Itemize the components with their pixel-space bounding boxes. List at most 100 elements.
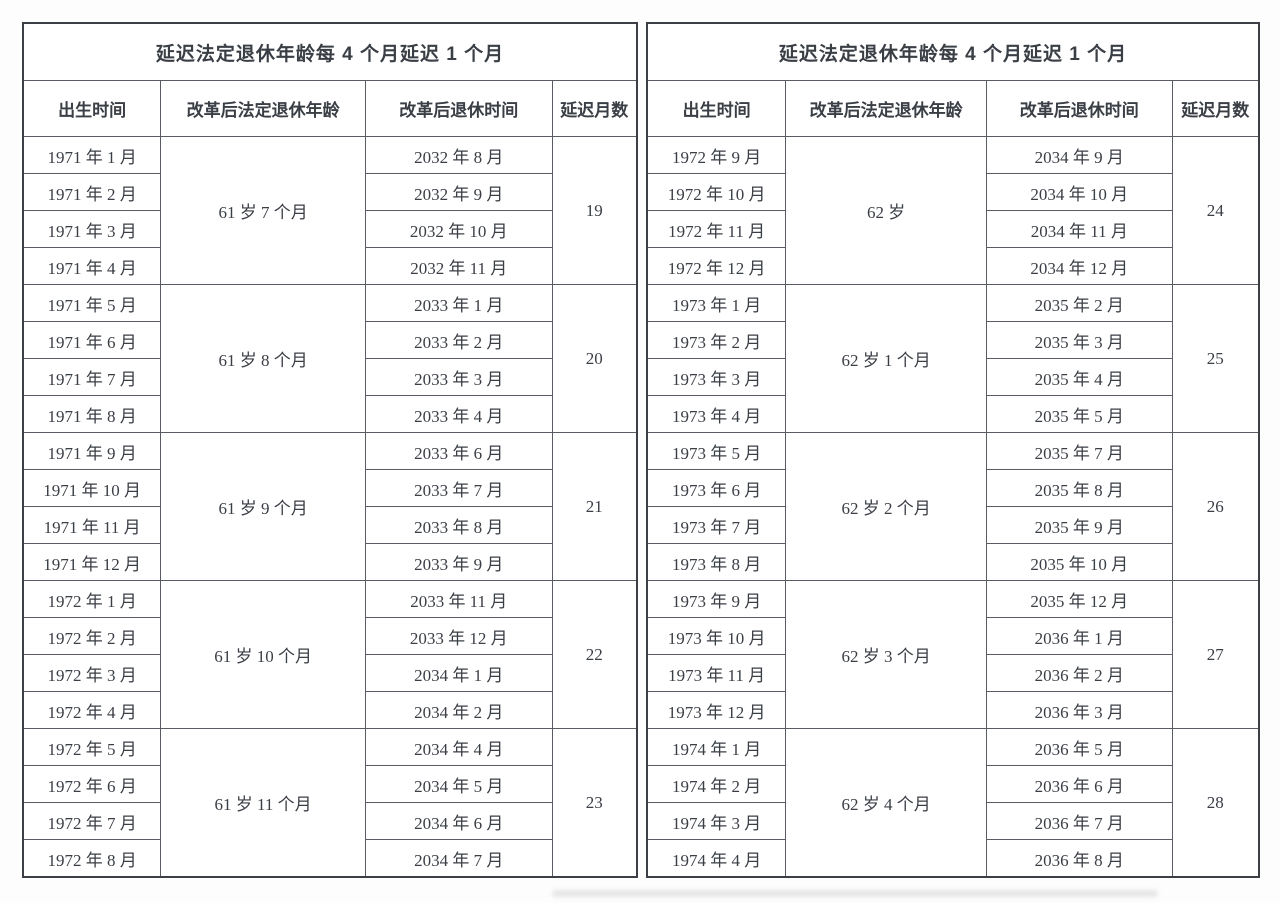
table-row: 1974 年 4 月 2036 年 8 月 [646,839,1259,878]
column-header-3: 延迟月数 [551,80,638,137]
table-row: 1972 年 8 月 2034 年 7 月 [22,839,637,878]
statutory-age-cell: 62 岁 4 个月 [785,728,987,878]
retire-date-cell: 2033 年 7 月 [364,469,553,507]
statutory-age-cell: 62 岁 2 个月 [785,432,987,581]
birth-date-cell: 1974 年 2 月 [646,765,787,803]
table-row: 1971 年 8 月 2033 年 4 月 [22,395,637,433]
birth-date-cell: 1973 年 3 月 [646,358,787,396]
birth-date-cell: 1971 年 8 月 [22,395,162,433]
table-row: 1971 年 5 月 61 岁 8 个月 2033 年 1 月 20 [22,284,638,433]
retire-date-cell: 2035 年 7 月 [985,432,1173,470]
birth-date-cell: 1973 年 10 月 [646,617,787,655]
retire-date-cell: 2034 年 2 月 [364,691,553,729]
birth-date-cell: 1972 年 2 月 [22,617,162,655]
birth-date-cell: 1972 年 7 月 [22,802,162,840]
delay-months-cell: 22 [551,580,638,729]
birth-date-cell: 1971 年 7 月 [22,358,162,396]
table-row: 1971 年 12 月 2033 年 9 月 [22,543,637,581]
table-row: 1971 年 2 月 2032 年 9 月 [22,173,637,211]
retirement-table-right: 延迟法定退休年龄每 4 个月延迟 1 个月 出生时间 改革后法定退休年龄 改革后退休时… [646,22,1260,878]
table-row: 1971 年 1 月 61 岁 7 个月 2032 年 8 月 19 [22,136,638,285]
table-row: 1971 年 6 月 2033 年 2 月 [22,321,637,359]
table-row: 1971 年 9 月 61 岁 9 个月 2033 年 6 月 21 [22,432,638,581]
retire-date-cell: 2033 年 1 月 [364,284,553,322]
retire-date-cell: 2032 年 8 月 [364,136,553,174]
birth-date-cell: 1971 年 2 月 [22,173,162,211]
retire-date-cell: 2035 年 9 月 [985,506,1173,544]
birth-date-cell: 1972 年 11 月 [646,210,787,248]
birth-date-cell: 1974 年 1 月 [646,728,787,766]
retire-date-cell: 2033 年 12 月 [364,617,553,655]
table-row: 1971 年 7 月 2033 年 3 月 [22,358,637,396]
birth-date-cell: 1972 年 9 月 [646,136,787,174]
birth-date-cell: 1971 年 11 月 [22,506,162,544]
retire-date-cell: 2032 年 11 月 [364,247,553,285]
table-row: 1973 年 6 月 2035 年 8 月 [646,469,1259,507]
table-row: 1973 年 7 月 2035 年 9 月 [646,506,1259,544]
table-row: 1972 年 6 月 2034 年 5 月 [22,765,637,803]
retire-date-cell: 2033 年 3 月 [364,358,553,396]
birth-date-cell: 1972 年 10 月 [646,173,787,211]
table-row: 1974 年 2 月 2036 年 6 月 [646,765,1259,803]
delay-months-cell: 24 [1171,136,1260,285]
table-row: 1971 年 4 月 2032 年 11 月 [22,247,637,285]
statutory-age-cell: 61 岁 9 个月 [160,432,366,581]
birth-date-cell: 1972 年 4 月 [22,691,162,729]
delay-months-cell: 25 [1171,284,1260,433]
birth-date-cell: 1972 年 6 月 [22,765,162,803]
statutory-age-cell: 61 岁 10 个月 [160,580,366,729]
birth-date-cell: 1971 年 5 月 [22,284,162,322]
table-row: 1973 年 5 月 62 岁 2 个月 2035 年 7 月 26 [646,432,1260,581]
table-row: 1972 年 5 月 61 岁 11 个月 2034 年 4 月 23 [22,728,638,878]
statutory-age-cell: 62 岁 1 个月 [785,284,987,433]
retire-date-cell: 2036 年 5 月 [985,728,1173,766]
column-header-0: 出生时间 [646,80,787,137]
column-header-2: 改革后退休时间 [364,80,553,137]
table-row: 1973 年 9 月 62 岁 3 个月 2035 年 12 月 27 [646,580,1260,729]
birth-date-cell: 1974 年 4 月 [646,839,787,878]
table-row: 1973 年 1 月 62 岁 1 个月 2035 年 2 月 25 [646,284,1260,433]
retire-date-cell: 2034 年 12 月 [985,247,1173,285]
delay-months-cell: 20 [551,284,638,433]
delay-months-cell: 26 [1171,432,1260,581]
birth-date-cell: 1971 年 4 月 [22,247,162,285]
retirement-table-left: 延迟法定退休年龄每 4 个月延迟 1 个月 出生时间 改革后法定退休年龄 改革后退休时… [22,22,638,878]
statutory-age-cell: 61 岁 7 个月 [160,136,366,285]
birth-date-cell: 1973 年 9 月 [646,580,787,618]
retire-date-cell: 2035 年 12 月 [985,580,1173,618]
column-header-3: 延迟月数 [1171,80,1260,137]
retire-date-cell: 2036 年 8 月 [985,839,1173,878]
column-header-1: 改革后法定退休年龄 [160,80,366,137]
retire-date-cell: 2034 年 6 月 [364,802,553,840]
retire-date-cell: 2034 年 1 月 [364,654,553,692]
retire-date-cell: 2034 年 9 月 [985,136,1173,174]
retire-date-cell: 2035 年 3 月 [985,321,1173,359]
retire-date-cell: 2034 年 7 月 [364,839,553,878]
delay-months-cell: 23 [551,728,638,878]
table-row: 1972 年 2 月 2033 年 12 月 [22,617,637,655]
birth-date-cell: 1973 年 12 月 [646,691,787,729]
birth-date-cell: 1973 年 8 月 [646,543,787,581]
table-row: 1973 年 11 月 2036 年 2 月 [646,654,1259,692]
table-row: 1971 年 11 月 2033 年 8 月 [22,506,637,544]
birth-date-cell: 1973 年 2 月 [646,321,787,359]
table-row: 1972 年 7 月 2034 年 6 月 [22,802,637,840]
retire-date-cell: 2036 年 6 月 [985,765,1173,803]
delay-months-cell: 19 [551,136,638,285]
birth-date-cell: 1971 年 12 月 [22,543,162,581]
birth-date-cell: 1974 年 3 月 [646,802,787,840]
retire-date-cell: 2033 年 11 月 [364,580,553,618]
table-row: 1974 年 1 月 62 岁 4 个月 2036 年 5 月 28 [646,728,1260,878]
table-row: 1973 年 3 月 2035 年 4 月 [646,358,1259,396]
table-row: 1972 年 9 月 62 岁 2034 年 9 月 24 [646,136,1260,285]
birth-date-cell: 1973 年 7 月 [646,506,787,544]
page-edge-artifact [552,890,1158,897]
retire-date-cell: 2033 年 6 月 [364,432,553,470]
retire-date-cell: 2035 年 5 月 [985,395,1173,433]
retire-date-cell: 2034 年 10 月 [985,173,1173,211]
table-row: 1972 年 3 月 2034 年 1 月 [22,654,637,692]
retire-date-cell: 2035 年 2 月 [985,284,1173,322]
retire-date-cell: 2033 年 2 月 [364,321,553,359]
table-row: 1974 年 3 月 2036 年 7 月 [646,802,1259,840]
